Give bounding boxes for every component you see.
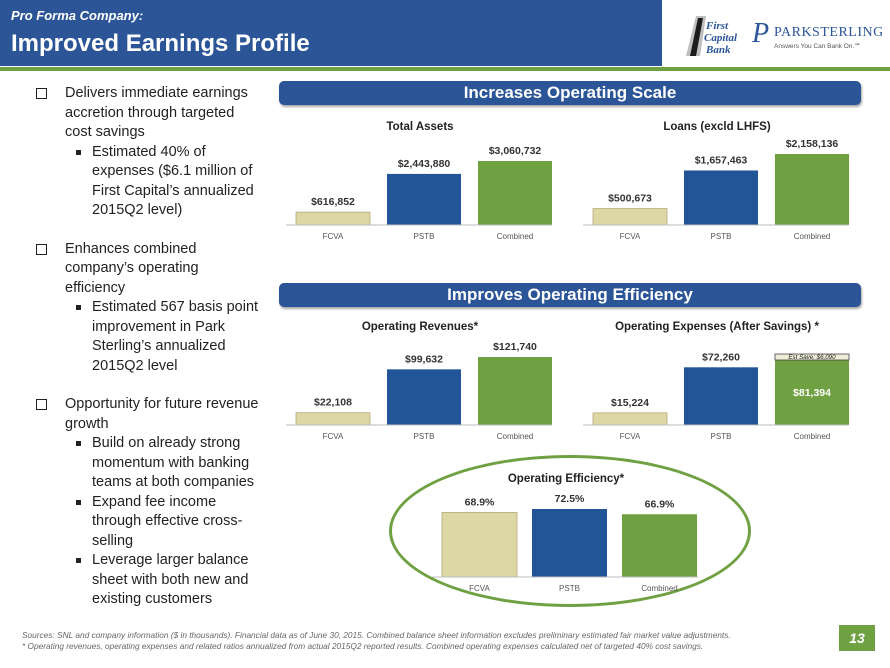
header-rule xyxy=(0,67,890,71)
page-title: Improved Earnings Profile xyxy=(11,30,310,57)
chart-svg: Total Assets $616,852 FCVA $2,443,880 PSTB $3… xyxy=(286,121,552,241)
first-capital-bank-logo: First Capital Bank xyxy=(686,16,738,56)
data-label: 68.9% xyxy=(465,496,495,508)
footer-notes: Sources: SNL and company information ($ … xyxy=(22,630,822,652)
chart-loans: Loans (excld LHFS) $500,673 FCVA $1,657,463… xyxy=(583,118,851,246)
sub-bullet-item: Estimated 567 basis point improvement in… xyxy=(34,298,260,376)
efficiency-highlight-ellipse xyxy=(389,455,751,607)
chart-title: Operating Revenues* xyxy=(362,321,479,333)
category-label: FCVA xyxy=(323,232,344,241)
chart-svg: Loans (excld LHFS) $500,673 FCVA $1,657,463… xyxy=(583,121,849,241)
chart-title: Operating Expenses (After Savings) * xyxy=(615,321,819,333)
category-label: FCVA xyxy=(323,432,344,441)
bar-pstb xyxy=(387,173,461,225)
bar-pstb xyxy=(387,369,461,425)
chart-total-assets: Total Assets $616,852 FCVA $2,443,880 PSTB $3… xyxy=(286,118,554,246)
chart-operating-revenues: Operating Revenues* $22,108 FCVA $99,632 PST… xyxy=(286,318,554,446)
square-bullet-icon xyxy=(76,499,81,505)
bullet-item: Delivers immediate earnings accretion th… xyxy=(34,84,260,143)
chart-svg: Operating Expenses (After Savings) * $15,… xyxy=(583,321,850,441)
category-label: Combined xyxy=(641,584,677,593)
bar-fcva xyxy=(441,511,518,578)
bar-savings xyxy=(774,353,850,361)
data-label: $2,443,880 xyxy=(398,158,451,170)
data-label: $72,260 xyxy=(702,351,740,363)
bar-pstb xyxy=(532,509,607,577)
bar-fcva xyxy=(295,412,371,426)
category-label: FCVA xyxy=(620,432,641,441)
header-subtitle: Pro Forma Company: xyxy=(11,8,144,23)
data-label: 66.9% xyxy=(645,498,675,510)
bar-fcva xyxy=(295,211,371,226)
data-label: $616,852 xyxy=(311,196,355,208)
bar-combined xyxy=(478,161,552,225)
bar-combined xyxy=(622,514,697,577)
chart-title: Loans (excld LHFS) xyxy=(663,121,771,133)
category-label: PSTB xyxy=(414,432,435,441)
svg-text:Capital: Capital xyxy=(704,32,738,44)
data-label: $99,632 xyxy=(405,353,443,365)
banner-operating-efficiency: Improves Operating Efficiency xyxy=(279,283,861,307)
category-label: Combined xyxy=(497,232,533,241)
category-label: PSTB xyxy=(711,432,732,441)
category-label: PSTB xyxy=(711,232,732,241)
square-bullet-icon xyxy=(76,558,81,563)
footer-sources: Sources: SNL and company information ($ … xyxy=(22,630,731,640)
sub-bullet-item: Expand fee income through effective cros… xyxy=(34,493,260,552)
svg-text:PARKSTERLING: PARKSTERLING xyxy=(774,25,882,40)
bar-pstb xyxy=(684,170,758,225)
data-label: $2,158,136 xyxy=(786,138,839,150)
svg-text:First: First xyxy=(705,20,729,32)
checkbox-bullet-icon xyxy=(36,88,47,99)
data-label: $81,394 xyxy=(793,387,831,399)
data-label: $500,673 xyxy=(608,193,652,205)
sub-bullet-item: Estimated 40% of expenses ($6.1 million … xyxy=(34,143,260,221)
sub-bullet-item: Leverage larger balance sheet with both … xyxy=(34,551,260,610)
bar-fcva xyxy=(592,412,668,426)
chart-title: Operating Efficiency* xyxy=(508,473,625,485)
bar-fcva xyxy=(592,208,668,226)
svg-text:Bank: Bank xyxy=(705,44,731,56)
category-label: Combined xyxy=(794,432,830,441)
svg-text:Answers You Can Bank On.℠: Answers You Can Bank On.℠ xyxy=(774,42,861,50)
category-label: Combined xyxy=(497,432,533,441)
checkbox-bullet-icon xyxy=(36,399,47,410)
data-label: 72.5% xyxy=(555,493,585,505)
chart-title: Total Assets xyxy=(386,121,453,133)
bar-combined xyxy=(775,360,849,425)
header-band: Pro Forma Company: Improved Earnings Pro… xyxy=(0,0,662,66)
data-label: $22,108 xyxy=(314,397,352,409)
square-bullet-icon xyxy=(76,305,81,310)
category-label: FCVA xyxy=(620,232,641,241)
footer-footnote: * Operating revenues, operating expenses… xyxy=(22,641,704,651)
banner-operating-scale: Increases Operating Scale xyxy=(279,81,861,105)
square-bullet-icon xyxy=(76,149,81,155)
data-label: $121,740 xyxy=(493,341,537,353)
header: Pro Forma Company: Improved Earnings Pro… xyxy=(0,0,890,72)
bullet-item: Enhances combined company’s operating ef… xyxy=(34,240,260,299)
chart-svg: Operating Revenues* $22,108 FCVA $99,632 PST… xyxy=(286,321,552,441)
data-label: $1,657,463 xyxy=(695,154,748,166)
category-label: PSTB xyxy=(414,232,435,241)
square-bullet-icon xyxy=(76,441,81,446)
chart-operating-expenses: Operating Expenses (After Savings) * $15,… xyxy=(583,318,851,446)
bar-combined xyxy=(775,154,849,225)
bar-pstb xyxy=(684,367,758,425)
category-label: PSTB xyxy=(559,584,580,593)
checkbox-bullet-icon xyxy=(36,243,47,255)
category-label: FCVA xyxy=(469,584,490,593)
bullet-list: Delivers immediate earnings accretion th… xyxy=(34,84,260,610)
svg-text:P: P xyxy=(752,18,769,49)
data-label: $15,224 xyxy=(611,397,649,409)
category-label: Combined xyxy=(794,232,830,241)
bullet-item: Opportunity for future revenue growth xyxy=(34,395,260,434)
sub-bullet-item: Build on already strong momentum with ba… xyxy=(34,434,260,493)
park-sterling-logo: P PARKSTERLING Answers You Can Bank On.℠ xyxy=(752,18,882,50)
chart-svg: Operating Efficiency* 68.9% FCVA 72.5% PSTB 6… xyxy=(432,473,698,593)
chart-operating-efficiency: Operating Efficiency* 68.9% FCVA 72.5% PSTB 6… xyxy=(432,470,700,598)
savings-label: Est Save: $6,090 xyxy=(788,354,836,361)
bar-combined xyxy=(478,357,552,425)
data-label: $3,060,732 xyxy=(489,145,542,157)
page-number: 13 xyxy=(839,625,875,651)
